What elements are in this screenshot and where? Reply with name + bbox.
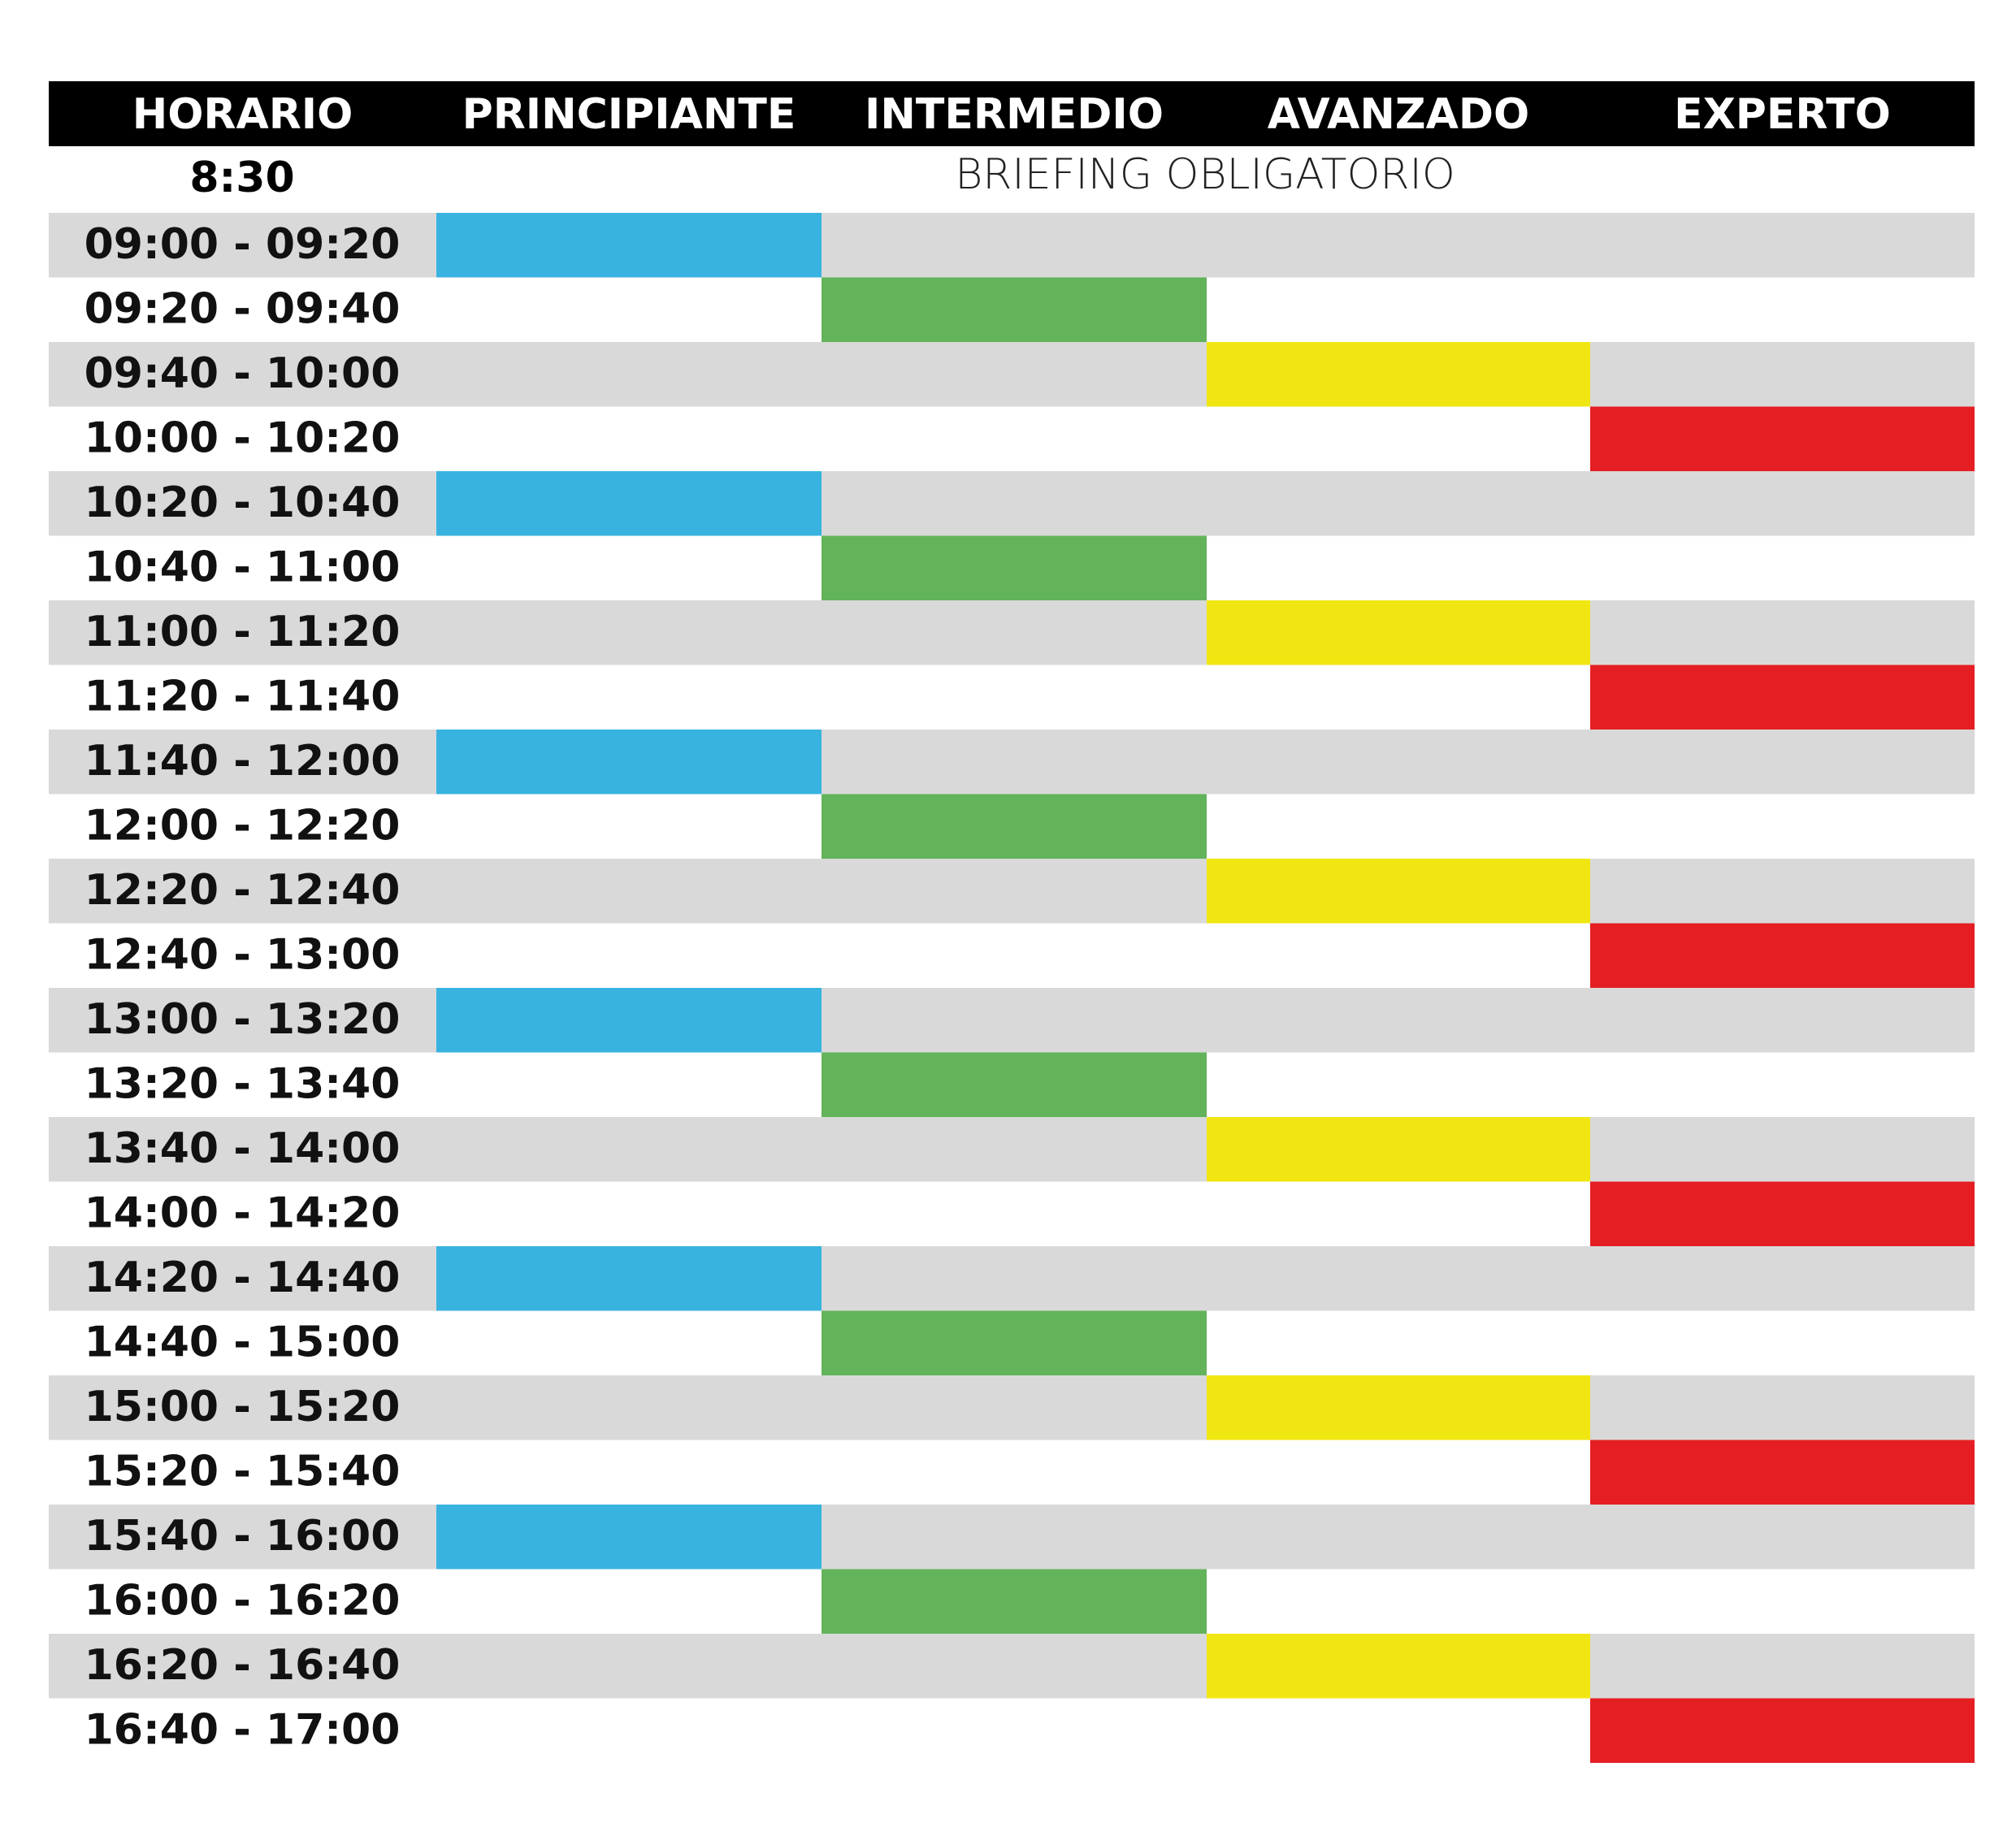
briefing-time: 8:30 xyxy=(189,154,294,202)
slot-cell xyxy=(436,988,822,1053)
row-bg xyxy=(49,1375,1975,1440)
time-label: 14:00 - 14:20 xyxy=(85,1189,401,1237)
time-label: 10:40 - 11:00 xyxy=(85,543,401,591)
slot-cell xyxy=(1590,406,1975,471)
slot-cell xyxy=(822,1052,1207,1117)
slot-cell xyxy=(1207,342,1590,407)
row-bg xyxy=(49,1634,1975,1699)
slot-cell xyxy=(822,1310,1207,1375)
header-cell: HORARIO xyxy=(132,90,353,139)
time-label: 13:20 - 13:40 xyxy=(85,1059,401,1108)
slot-cell xyxy=(1207,1117,1590,1182)
slot-cell xyxy=(822,277,1207,342)
row-bg xyxy=(49,213,1975,278)
slot-cell xyxy=(1590,665,1975,730)
time-label: 09:20 - 09:40 xyxy=(85,284,401,333)
time-label: 16:40 - 17:00 xyxy=(85,1705,401,1754)
slot-cell xyxy=(1207,1375,1590,1440)
time-label: 16:00 - 16:20 xyxy=(85,1576,401,1625)
slot-cell xyxy=(436,1505,822,1570)
slot-cell xyxy=(436,730,822,795)
time-label: 13:00 - 13:20 xyxy=(85,995,401,1044)
row-bg xyxy=(49,471,1975,536)
row-bg xyxy=(49,342,1975,407)
slot-cell xyxy=(1590,1440,1975,1505)
time-label: 09:00 - 09:20 xyxy=(85,220,401,269)
slot-cell xyxy=(436,471,822,536)
row-bg xyxy=(49,730,1975,795)
row-bg xyxy=(49,600,1975,665)
header-cell: INTERMEDIO xyxy=(865,90,1164,139)
slot-cell xyxy=(1590,1181,1975,1246)
slot-cell xyxy=(1590,923,1975,988)
time-label: 12:00 - 12:20 xyxy=(85,801,401,850)
time-label: 11:20 - 11:40 xyxy=(85,672,401,721)
row-bg xyxy=(49,1246,1975,1311)
header-cell: EXPERTO xyxy=(1674,90,1891,139)
slot-cell xyxy=(1590,1698,1975,1763)
row-bg xyxy=(49,988,1975,1053)
time-label: 09:40 - 10:00 xyxy=(85,349,401,398)
slot-cell xyxy=(822,535,1207,600)
time-label: 16:20 - 16:40 xyxy=(85,1641,401,1690)
row-bg xyxy=(49,1505,1975,1570)
time-label: 11:40 - 12:00 xyxy=(85,737,401,786)
slot-cell xyxy=(436,1246,822,1311)
slot-cell xyxy=(822,1569,1207,1634)
row-bg xyxy=(49,859,1975,924)
time-label: 11:00 - 11:20 xyxy=(85,608,401,656)
time-label: 10:00 - 10:20 xyxy=(85,414,401,462)
time-label: 15:00 - 15:20 xyxy=(85,1383,401,1431)
header-bar xyxy=(49,81,1975,146)
time-label: 10:20 - 10:40 xyxy=(85,478,401,527)
briefing-text: BRIEFING OBLIGATORIO xyxy=(955,150,1455,199)
time-label: 14:20 - 14:40 xyxy=(85,1254,401,1302)
time-label: 15:40 - 16:00 xyxy=(85,1512,401,1561)
slot-cell xyxy=(1207,859,1590,924)
time-label: 13:40 - 14:00 xyxy=(85,1124,401,1173)
header-cell: PRINCIPIANTE xyxy=(462,90,796,139)
time-label: 12:40 - 13:00 xyxy=(85,930,401,979)
time-label: 15:20 - 15:40 xyxy=(85,1447,401,1496)
header-cell: AVANZADO xyxy=(1268,90,1530,139)
slot-cell xyxy=(436,213,822,278)
slot-cell xyxy=(1207,600,1590,665)
time-label: 12:20 - 12:40 xyxy=(85,866,401,915)
time-label: 14:40 - 15:00 xyxy=(85,1318,401,1366)
slot-cell xyxy=(822,794,1207,859)
slot-cell xyxy=(1207,1634,1590,1699)
row-bg xyxy=(49,1117,1975,1182)
